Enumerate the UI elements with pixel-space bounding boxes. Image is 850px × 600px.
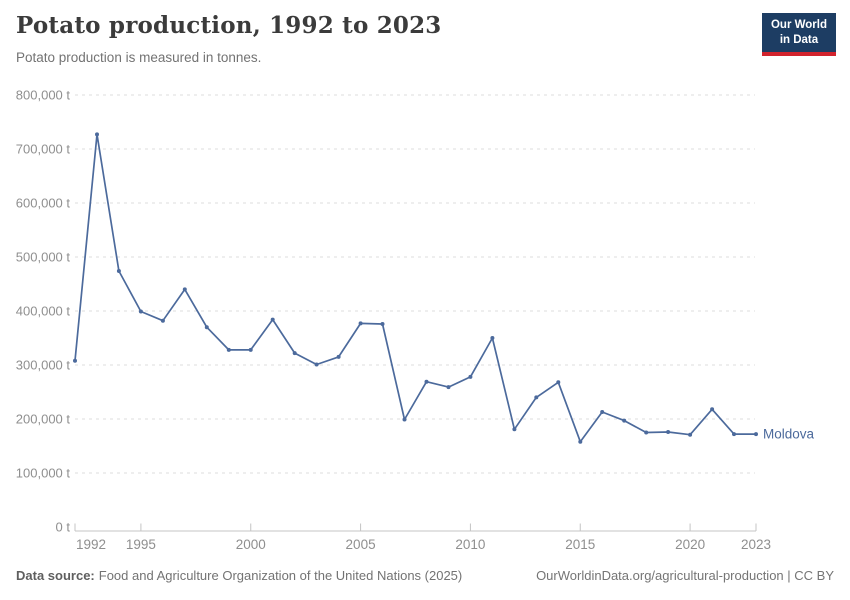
- data-point: [688, 432, 693, 437]
- data-point: [468, 374, 473, 379]
- data-point: [336, 354, 341, 359]
- data-point: [402, 417, 407, 422]
- data-point: [512, 427, 517, 432]
- data-point: [710, 407, 715, 412]
- owid-logo-line1: Our World: [770, 19, 827, 31]
- data-point: [424, 379, 429, 384]
- data-point: [380, 322, 385, 326]
- owid-logo[interactable]: Our World in Data: [761, 13, 836, 56]
- data-series-moldova[interactable]: [73, 132, 758, 444]
- line-chart[interactable]: 0 t 100,000 t 200,000 t 300,000 t 400,000 t 5…: [0, 82, 850, 560]
- credit-link[interactable]: OurWorldinData.org/agricultural-producti…: [536, 568, 834, 583]
- chart-subtitle: Potato production is measured in tonnes.: [16, 50, 262, 65]
- y-axis-tick-label: 600,000 t: [16, 196, 71, 211]
- data-point: [578, 439, 583, 444]
- data-point: [248, 347, 253, 352]
- data-point: [556, 380, 561, 385]
- owid-logo-line2: in Data: [779, 33, 819, 46]
- series-end-label[interactable]: Moldova: [763, 427, 815, 442]
- data-line: [74, 133, 756, 443]
- data-source-text: Food and Agriculture Organization of the…: [98, 568, 463, 583]
- data-point: [754, 432, 758, 437]
- data-source: Data source: Food and Agriculture Organiz…: [16, 568, 462, 583]
- data-source-label: Data source:: [16, 568, 95, 583]
- x-axis-tick-label: 2005: [346, 537, 376, 552]
- data-point: [490, 336, 495, 340]
- data-point: [292, 351, 297, 356]
- y-axis-tick-label: 100,000 t: [16, 466, 71, 481]
- data-point: [732, 432, 736, 437]
- x-axis-tick-label: 2020: [675, 537, 705, 552]
- x-axis-tick-label: 2000: [236, 537, 266, 552]
- page-title: Potato production, 1992 to 2023: [16, 12, 442, 39]
- data-point: [534, 395, 539, 400]
- y-axis-tick-label: 0 t: [56, 520, 71, 535]
- data-point: [622, 418, 627, 423]
- data-point: [314, 362, 319, 367]
- y-axis-tick-label: 500,000 t: [16, 250, 71, 265]
- data-point: [446, 385, 451, 390]
- data-point: [358, 321, 363, 326]
- x-axis-tick-label: 1992: [76, 537, 106, 552]
- y-axis-tick-label: 800,000 t: [16, 88, 71, 103]
- data-point: [226, 347, 231, 352]
- y-axis-tick-label: 400,000 t: [16, 304, 71, 319]
- chart-footer: Data source: Food and Agriculture Organiz…: [16, 568, 834, 583]
- y-axis-tick-label: 200,000 t: [16, 412, 71, 427]
- data-point: [644, 430, 649, 435]
- data-point: [116, 269, 121, 273]
- y-axis-tick-label: 700,000 t: [16, 142, 71, 157]
- x-axis-tick-label: 2015: [565, 537, 595, 552]
- data-point: [204, 325, 209, 330]
- x-axis-tick-label: 1995: [126, 537, 156, 552]
- data-point: [73, 358, 77, 363]
- y-axis-tick-label: 300,000 t: [16, 358, 71, 373]
- data-point: [666, 430, 671, 434]
- x-axis-tick-label: 2023: [741, 537, 771, 552]
- data-point: [182, 287, 187, 292]
- data-point: [270, 317, 275, 322]
- x-axis-tick-label: 2010: [455, 537, 485, 552]
- data-point: [160, 318, 165, 323]
- data-point: [138, 309, 143, 314]
- data-point: [95, 132, 99, 137]
- data-point: [600, 410, 605, 414]
